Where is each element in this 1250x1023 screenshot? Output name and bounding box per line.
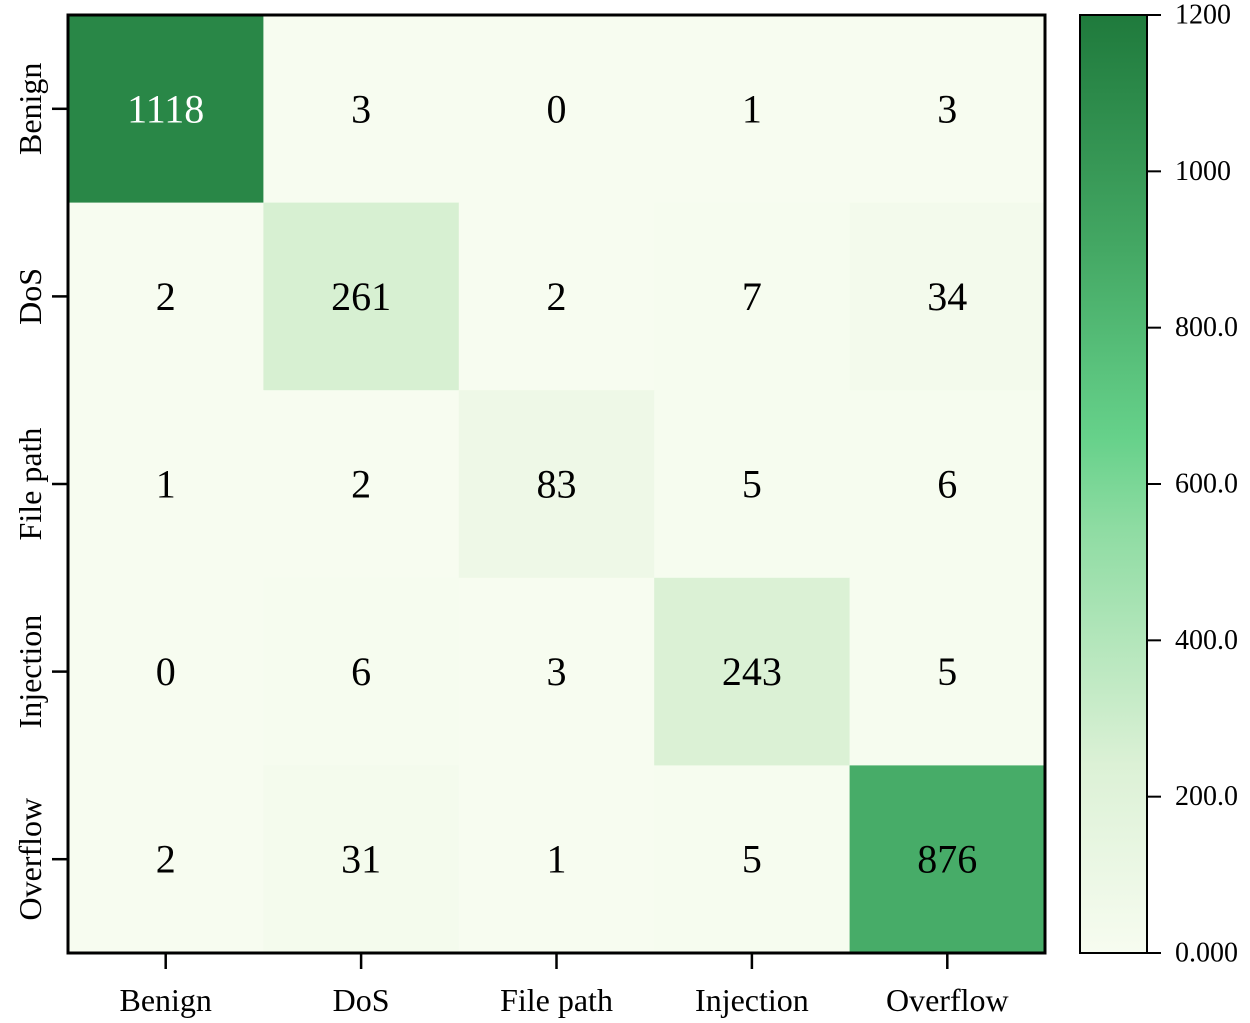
heatmap-cells — [68, 15, 1046, 954]
heatmap-cell-1-3 — [654, 202, 851, 391]
y-tick-label: DoS — [12, 268, 48, 325]
heatmap-cell-label-3-3: 243 — [722, 649, 782, 694]
colorbar-tick-label: 600.0 — [1175, 469, 1238, 500]
heatmap-cell-4-2 — [458, 765, 655, 954]
heatmap-cell-label-2-1: 2 — [351, 462, 371, 507]
heatmap-cell-label-0-3: 1 — [742, 86, 762, 131]
heatmap-cell-0-0 — [68, 15, 264, 204]
heatmap-cell-label-4-0: 2 — [156, 837, 176, 882]
heatmap-cell-label-4-2: 1 — [547, 837, 567, 882]
heatmap-cell-3-4 — [849, 577, 1046, 766]
heatmap-cell-label-2-2: 83 — [537, 462, 577, 507]
heatmap-cell-label-1-1: 261 — [331, 274, 391, 319]
heatmap-cell-1-2 — [458, 202, 655, 391]
heatmap-cell-3-3 — [654, 577, 851, 766]
x-axis: Benign DoS File path Injection Overflow — [119, 953, 1009, 1018]
heatmap-cell-2-1 — [263, 390, 460, 579]
heatmap-cell-4-1 — [263, 765, 460, 954]
heatmap-cell-label-0-2: 0 — [547, 86, 567, 131]
x-tick-label: Benign — [119, 982, 211, 1018]
heatmap-cell-label-4-3: 5 — [742, 837, 762, 882]
y-tick-label: Overflow — [12, 798, 48, 921]
heatmap-cell-labels: 1118 3 0 1 3 2 261 2 7 34 1 2 83 5 6 0 6 3 243 5 2 31 1 5 876 — [127, 86, 977, 881]
y-tick-label: File path — [12, 428, 48, 541]
heatmap-cell-label-1-3: 7 — [742, 274, 762, 319]
colorbar-tick-label: 800.0 — [1175, 312, 1238, 343]
heatmap-cell-label-3-0: 0 — [156, 649, 176, 694]
x-tick-label: File path — [500, 982, 613, 1018]
y-tick-label: Injection — [12, 615, 48, 729]
heatmap-cell-4-0 — [68, 765, 264, 954]
y-tick-label: Benign — [12, 63, 48, 155]
colorbar-tick-label: 400.0 — [1175, 625, 1238, 656]
colorbar-tick-label: 200.0 — [1175, 781, 1238, 812]
colorbar-tick-label: 1000 — [1175, 156, 1231, 187]
heatmap-cell-label-2-3: 5 — [742, 462, 762, 507]
heatmap-cell-label-0-4: 3 — [937, 86, 957, 131]
heatmap-cell-1-1 — [263, 202, 460, 391]
heatmap-cell-3-2 — [458, 577, 655, 766]
heatmap-cell-label-3-1: 6 — [351, 649, 371, 694]
heatmap-cell-0-4 — [849, 15, 1046, 204]
heatmap-cell-label-2-0: 1 — [156, 462, 176, 507]
heatmap-cell-3-1 — [263, 577, 460, 766]
heatmap-cell-label-0-1: 3 — [351, 86, 371, 131]
heatmap-cell-label-3-4: 5 — [937, 649, 957, 694]
heatmap-cell-4-4 — [849, 765, 1046, 954]
y-axis: Benign DoS File path Injection Overflow — [12, 63, 68, 921]
heatmap-cell-2-2 — [458, 390, 655, 579]
x-tick-label: Injection — [695, 982, 809, 1018]
colorbar-axis: 0.000 200.0 400.0 600.0 800.0 1000 1200 — [1147, 0, 1238, 969]
heatmap-cell-0-1 — [263, 15, 460, 204]
x-tick-label: Overflow — [886, 982, 1009, 1018]
heatmap-cell-3-0 — [68, 577, 264, 766]
heatmap-cell-label-1-2: 2 — [547, 274, 567, 319]
colorbar-tick-label: 0.000 — [1175, 938, 1238, 969]
heatmap-cell-label-3-2: 3 — [547, 649, 567, 694]
heatmap-cell-label-4-4: 876 — [917, 837, 977, 882]
x-tick-label: DoS — [333, 982, 390, 1018]
heatmap-cell-0-3 — [654, 15, 851, 204]
heatmap-cell-label-4-1: 31 — [341, 837, 381, 882]
heatmap-cell-1-4 — [849, 202, 1046, 391]
heatmap-cell-4-3 — [654, 765, 851, 954]
colorbar-tick-label: 1200 — [1175, 0, 1231, 31]
heatmap-cell-label-0-0: 1118 — [127, 86, 204, 131]
heatmap-cell-2-3 — [654, 390, 851, 579]
heatmap-cell-label-2-4: 6 — [937, 462, 957, 507]
heatmap-cell-0-2 — [458, 15, 655, 204]
heatmap-cell-label-1-4: 34 — [927, 274, 967, 319]
colorbar — [1080, 15, 1147, 953]
heatmap-cell-2-0 — [68, 390, 264, 579]
heatmap-cell-label-1-0: 2 — [156, 274, 176, 319]
heatmap-cell-2-4 — [849, 390, 1046, 579]
heatmap-cell-1-0 — [68, 202, 264, 391]
